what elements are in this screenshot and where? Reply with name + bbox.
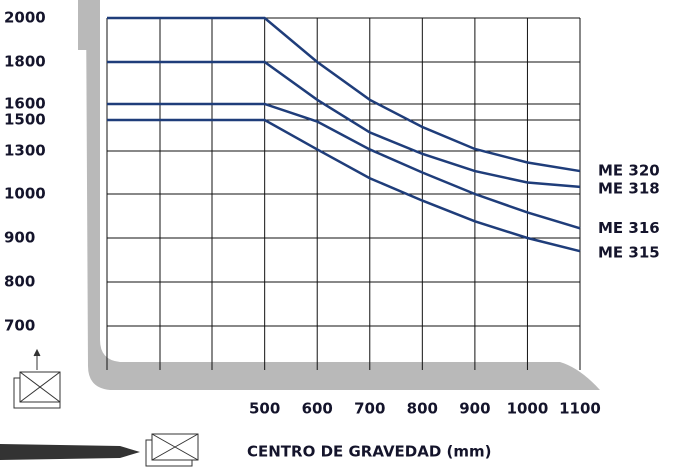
series-label: ME 318 (598, 179, 660, 197)
x-axis-label: CENTRO DE GRAVEDAD (mm) (247, 443, 492, 461)
y-tick-label: 900 (4, 229, 35, 247)
x-tick-label: 600 (302, 400, 333, 418)
series-line (107, 16, 581, 173)
y-tick-label: 1500 (4, 111, 46, 129)
load-icon-vertical (13, 348, 61, 409)
x-tick-label: 700 (354, 400, 385, 418)
y-tick-label: 2000 (4, 9, 46, 27)
mast-frame (86, 0, 600, 390)
y-tick-label: 1300 (4, 142, 46, 160)
y-tick-label: 700 (4, 317, 35, 335)
x-tick-label: 800 (407, 400, 438, 418)
series-label: ME 316 (598, 219, 660, 237)
y-tick-label: 800 (4, 273, 35, 291)
series-line (107, 118, 581, 253)
fork-blade (0, 444, 140, 460)
series-label: ME 320 (598, 162, 660, 180)
series-label: ME 315 (598, 244, 660, 262)
x-tick-label: 900 (459, 400, 490, 418)
x-tick-label: 1100 (559, 400, 601, 418)
y-tick-label: 1800 (4, 53, 46, 71)
mast-top (78, 0, 88, 50)
series-line (107, 60, 581, 189)
y-tick-label: 1600 (4, 95, 46, 113)
x-tick-label: 1000 (507, 400, 549, 418)
y-tick-label: 1000 (4, 185, 46, 203)
load-icon-horizontal (145, 433, 199, 467)
series-line (107, 102, 581, 230)
x-tick-label: 500 (249, 400, 280, 418)
